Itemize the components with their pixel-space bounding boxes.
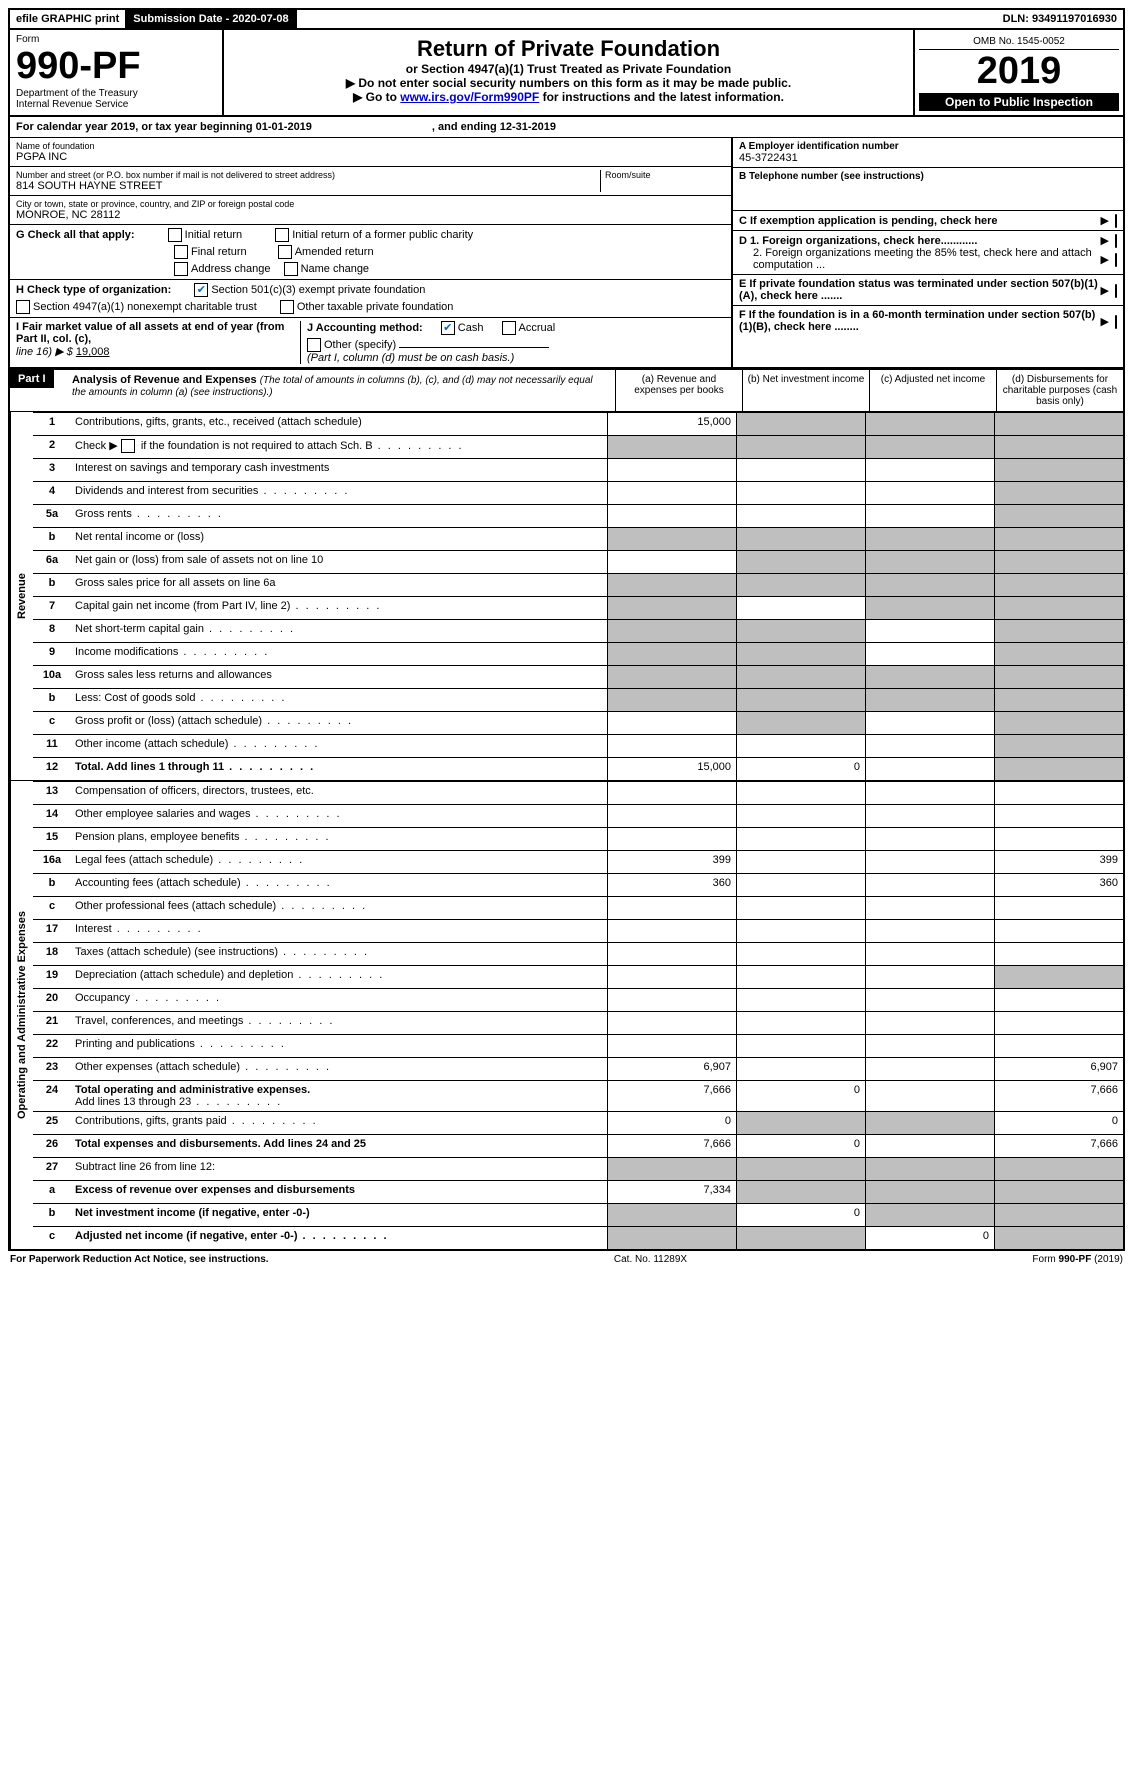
ein-value: 45-3722431 [739,152,1117,164]
phone-label: B Telephone number (see instructions) [739,171,1117,182]
ck-501c3[interactable] [194,283,208,297]
cat-number: Cat. No. 11289X [614,1254,687,1265]
ck-cash[interactable] [441,321,455,335]
ck-name-change[interactable] [284,262,298,276]
col-c-header: (c) Adjusted net income [869,370,996,411]
omb-number: OMB No. 1545-0052 [919,34,1119,50]
col-b-header: (b) Net investment income [742,370,869,411]
page-footer: For Paperwork Reduction Act Notice, see … [8,1251,1125,1268]
c-label: C If exemption application is pending, c… [739,215,998,227]
tax-year: 2019 [919,50,1119,93]
city-label: City or town, state or province, country… [16,199,725,209]
ein-label: A Employer identification number [739,141,1117,152]
form-container: efile GRAPHIC print Submission Date - 20… [8,8,1125,1251]
identity-block: Name of foundation PGPA INC Number and s… [10,138,1123,368]
expenses-label: Operating and Administrative Expenses [10,781,33,1249]
ck-final-return[interactable] [174,245,188,259]
part1-title: Analysis of Revenue and Expenses [72,374,257,386]
calendar-year-row: For calendar year 2019, or tax year begi… [10,115,1123,138]
dept-treasury: Department of the Treasury [16,88,216,99]
ck-initial-return[interactable] [168,228,182,242]
paperwork-notice: For Paperwork Reduction Act Notice, see … [10,1254,269,1265]
col-d-header: (d) Disbursements for charitable purpose… [996,370,1123,411]
j-label: J Accounting method: [307,322,423,334]
part1-label: Part I [10,370,54,388]
submission-date: Submission Date - 2020-07-08 [127,10,296,28]
i-label: I Fair market value of all assets at end… [16,321,284,345]
city-state-zip: MONROE, NC 28112 [16,209,725,221]
d1-label: D 1. Foreign organizations, check here..… [739,235,977,247]
irs-label: Internal Revenue Service [16,99,216,110]
form-url-link[interactable]: www.irs.gov/Form990PF [400,90,539,104]
ck-exemption-pending[interactable] [1115,214,1117,228]
form-title: Return of Private Foundation [234,36,903,62]
ck-accrual[interactable] [502,321,516,335]
efile-label: efile GRAPHIC print [10,10,127,28]
ck-4947a1[interactable] [16,300,30,314]
fmv-value: 19,008 [76,346,110,358]
ck-status-terminated[interactable] [1115,284,1117,298]
e-label: E If private foundation status was termi… [739,278,1101,302]
ck-no-schb[interactable] [121,439,135,453]
ck-other-taxable[interactable] [280,300,294,314]
form-number: 990-PF [16,45,216,88]
name-label: Name of foundation [16,141,725,151]
ck-amended-return[interactable] [278,245,292,259]
col-a-header: (a) Revenue and expenses per books [615,370,742,411]
ck-60month[interactable] [1115,315,1117,329]
form-subtitle: or Section 4947(a)(1) Trust Treated as P… [234,62,903,76]
d2-label: 2. Foreign organizations meeting the 85%… [753,247,1101,271]
ssn-warning: Do not enter social security numbers on … [234,76,903,90]
part1-header: Part I Analysis of Revenue and Expenses … [10,368,1123,412]
open-inspection: Open to Public Inspection [919,93,1119,111]
foundation-name: PGPA INC [16,151,725,163]
ck-foreign-org[interactable] [1115,234,1117,248]
street-address: 814 SOUTH HAYNE STREET [16,180,600,192]
form-header: Form 990-PF Department of the Treasury I… [10,30,1123,115]
room-suite-label: Room/suite [600,170,725,192]
ck-address-change[interactable] [174,262,188,276]
efile-header: efile GRAPHIC print Submission Date - 20… [10,10,1123,30]
revenue-section: Revenue 1Contributions, gifts, grants, e… [10,412,1123,780]
ck-initial-former[interactable] [275,228,289,242]
g-label: G Check all that apply: [16,229,135,241]
address-label: Number and street (or P.O. box number if… [16,170,600,180]
ck-foreign-85[interactable] [1115,253,1117,267]
ck-other-method[interactable] [307,338,321,352]
form-footer-label: Form 990-PF (2019) [1032,1254,1123,1265]
f-label: F If the foundation is in a 60-month ter… [739,309,1101,333]
form-label: Form [16,34,216,45]
revenue-label: Revenue [10,412,33,780]
h-label: H Check type of organization: [16,284,171,296]
goto-line: Go to www.irs.gov/Form990PF for instruct… [234,90,903,104]
expenses-section: Operating and Administrative Expenses 13… [10,780,1123,1249]
dln: DLN: 93491197016930 [997,10,1123,28]
